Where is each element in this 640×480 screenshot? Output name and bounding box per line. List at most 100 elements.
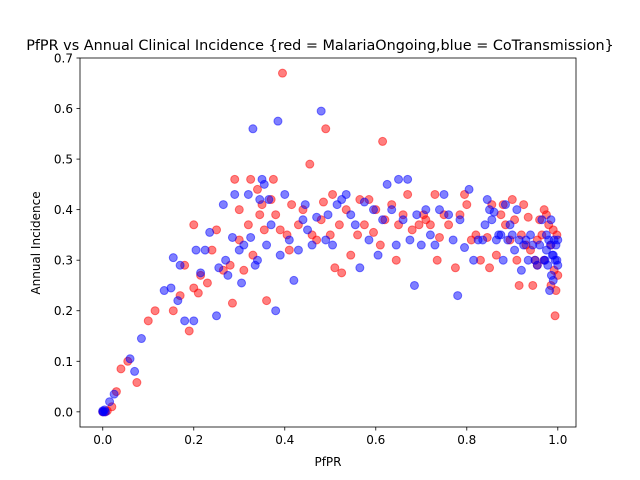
x-tick-label: 1.0 xyxy=(548,433,567,447)
scatter-point xyxy=(264,195,274,205)
scatter-point xyxy=(173,296,183,306)
scatter-point xyxy=(268,174,278,184)
scatter-point xyxy=(391,240,401,250)
scatter-point xyxy=(364,235,374,245)
plot-frame xyxy=(79,57,577,428)
scatter-point xyxy=(289,275,299,285)
scatter-point xyxy=(425,220,435,230)
scatter-point xyxy=(212,311,222,321)
scatter-point xyxy=(109,389,119,399)
scatter-point xyxy=(284,235,294,245)
scatter-point xyxy=(532,260,542,270)
scatter-point xyxy=(246,174,256,184)
scatter-point xyxy=(387,205,397,215)
x-tick-label: 0.4 xyxy=(275,433,294,447)
scatter-point xyxy=(227,232,237,242)
scatter-point xyxy=(444,220,454,230)
scatter-point xyxy=(184,326,194,336)
scatter-point xyxy=(255,210,265,220)
scatter-point xyxy=(116,364,126,374)
scatter-point xyxy=(514,280,524,290)
scatter-point xyxy=(550,311,560,321)
scatter-point xyxy=(227,298,237,308)
scatter-point xyxy=(277,68,287,78)
scatter-point xyxy=(243,189,253,199)
scatter-point xyxy=(505,220,515,230)
scatter-point xyxy=(496,230,506,240)
scatter-point xyxy=(230,174,240,184)
scatter-point xyxy=(246,232,256,242)
scatter-point xyxy=(193,288,203,298)
scatter-point xyxy=(191,245,201,255)
scatter-point xyxy=(305,159,315,169)
scatter-point xyxy=(403,174,413,184)
scatter-point xyxy=(523,212,533,222)
scatter-point xyxy=(519,200,529,210)
scatter-point xyxy=(318,197,328,207)
scatter-point xyxy=(341,189,351,199)
y-tick-label: 0.6 xyxy=(54,102,73,116)
scatter-point xyxy=(130,366,140,376)
scatter-point xyxy=(287,200,297,210)
chart-title: PfPR vs Annual Clinical Incidence {red =… xyxy=(26,38,614,54)
scatter-point xyxy=(218,200,228,210)
scatter-point xyxy=(168,253,178,263)
scatter-point xyxy=(328,240,338,250)
scatter-point xyxy=(330,263,340,273)
scatter-point xyxy=(298,215,308,225)
scatter-point xyxy=(405,235,415,245)
scatter-point xyxy=(143,316,153,326)
scatter-point xyxy=(350,220,360,230)
scatter-point xyxy=(421,205,431,215)
scatter-point xyxy=(369,227,379,237)
scatter-point xyxy=(498,255,508,265)
scatter-point xyxy=(507,230,517,240)
scatter-point xyxy=(407,225,417,235)
scatter-point xyxy=(125,354,135,364)
scatter-point xyxy=(464,184,474,194)
scatter-point xyxy=(444,210,454,220)
scatter-point xyxy=(510,245,520,255)
scatter-point xyxy=(105,397,115,407)
scatter-point xyxy=(448,235,458,245)
x-tick-label: 0.8 xyxy=(457,433,476,447)
scatter-point xyxy=(553,235,563,245)
y-tick-label: 0.2 xyxy=(54,304,73,318)
scatter-point xyxy=(512,255,522,265)
scatter-point xyxy=(535,240,545,250)
scatter-point xyxy=(328,189,338,199)
y-axis-label: Annual Incidence xyxy=(29,191,43,294)
scatter-point xyxy=(480,220,490,230)
scatter-point xyxy=(425,230,435,240)
scatter-point xyxy=(434,205,444,215)
scatter-point xyxy=(375,240,385,250)
scatter-point xyxy=(346,250,356,260)
scatter-point xyxy=(214,263,224,273)
scatter-point xyxy=(303,225,313,235)
y-tick-label: 0.3 xyxy=(54,254,73,268)
scatter-point xyxy=(355,263,365,273)
scatter-point xyxy=(487,215,497,225)
scatter-point xyxy=(321,124,331,134)
scatter-point xyxy=(237,278,247,288)
scatter-point xyxy=(230,189,240,199)
x-tick-label: 0.0 xyxy=(93,433,112,447)
scatter-point xyxy=(450,263,460,273)
scatter-point xyxy=(262,296,272,306)
scatter-point xyxy=(453,291,463,301)
scatter-point xyxy=(252,184,262,194)
scatter-point xyxy=(391,255,401,265)
scatter-point xyxy=(398,215,408,225)
scatter-point xyxy=(414,220,424,230)
scatter-point xyxy=(316,106,326,116)
scatter-point xyxy=(403,189,413,199)
scatter-point xyxy=(553,260,563,270)
scatter-point xyxy=(223,270,233,280)
scatter-point xyxy=(455,215,465,225)
y-tick-label: 0.7 xyxy=(54,52,73,66)
scatter-point xyxy=(280,189,290,199)
scatter-point xyxy=(516,265,526,275)
scatter-point xyxy=(460,243,470,253)
scatter-point xyxy=(259,179,269,189)
